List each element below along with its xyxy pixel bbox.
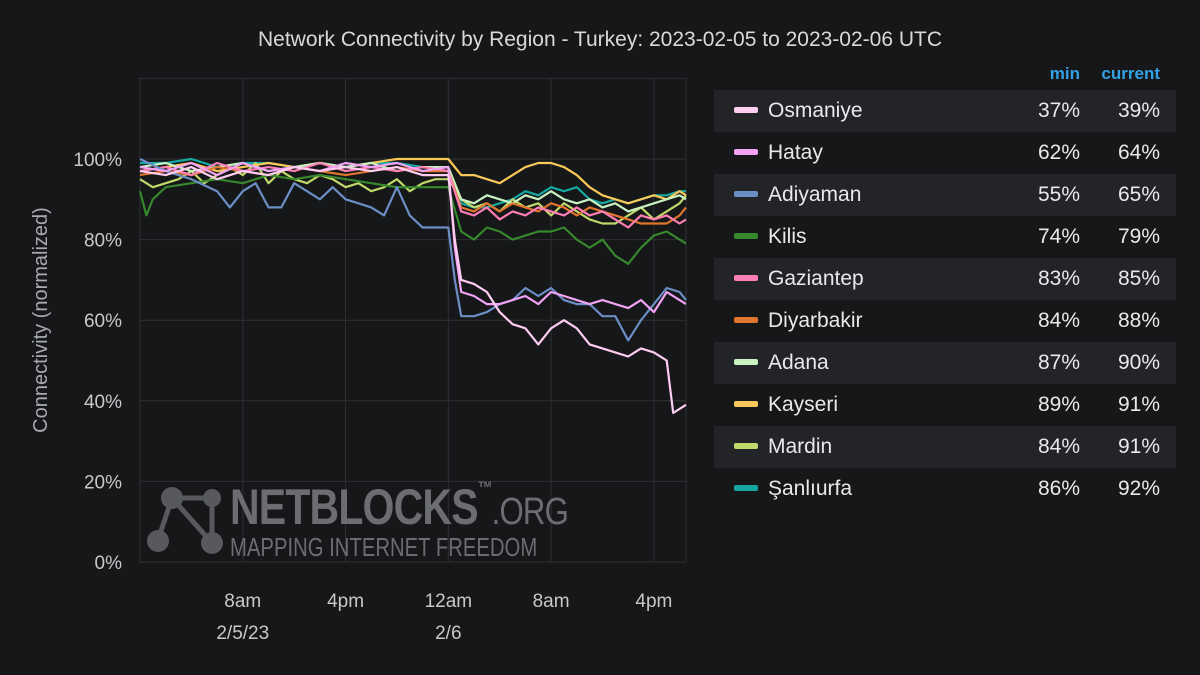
x-axis-ticks: 8am 2/5/23 4pm 12am 2/6 8am 4pm — [216, 591, 672, 644]
legend-series-name[interactable]: Adana — [768, 351, 829, 374]
min-column-header[interactable]: min — [1049, 64, 1080, 83]
legend-row[interactable]: Gaziantep 83% 85% — [714, 258, 1176, 300]
legend-row[interactable]: Mardin 84% 91% — [714, 426, 1176, 468]
legend-series-name[interactable]: Mardin — [768, 435, 833, 458]
series-line-kilis[interactable] — [138, 174, 687, 265]
legend-swatch — [734, 485, 758, 491]
series-lines — [138, 157, 687, 414]
legend-series-name[interactable]: Adiyaman — [768, 183, 862, 206]
legend-swatch — [734, 107, 758, 113]
y-axis-ticks: 0% 20% 40% 60% 80% 100% — [73, 150, 122, 574]
legend-swatch — [734, 275, 758, 281]
legend-min-value: 87% — [1037, 351, 1080, 374]
legend-table: min current Osmaniye 37% 39% Hatay 62% 64% Adi… — [714, 60, 1176, 510]
legend-swatch — [734, 443, 758, 449]
legend-series-name[interactable]: Şanlıurfa — [768, 477, 853, 500]
legend-series-name[interactable]: Osmaniye — [768, 99, 863, 122]
legend-series-name[interactable]: Gaziantep — [768, 267, 864, 290]
legend-swatch — [734, 317, 758, 323]
legend-row[interactable]: Osmaniye 37% 39% — [714, 90, 1176, 132]
legend-min-value: 84% — [1037, 435, 1080, 458]
legend-row[interactable]: Hatay 62% 64% — [714, 132, 1176, 174]
legend-row[interactable]: Kayseri 89% 91% — [714, 384, 1176, 426]
series-line-kayseri[interactable] — [139, 157, 687, 205]
legend-current-value: 39% — [1117, 99, 1160, 122]
y-axis-title: Connectivity (normalized) — [30, 207, 52, 433]
y-tick-label: 100% — [73, 150, 122, 171]
legend-swatch — [734, 191, 758, 197]
legend-current-value: 91% — [1117, 435, 1160, 458]
legend-min-value: 55% — [1037, 183, 1080, 206]
legend-min-value: 37% — [1037, 99, 1080, 122]
legend-min-value: 86% — [1037, 477, 1080, 500]
legend-row[interactable]: Diyarbakir 84% 88% — [714, 300, 1176, 342]
y-tick-label: 80% — [84, 231, 122, 252]
x-tick-sublabel: 2/6 — [435, 623, 461, 644]
legend-swatch — [734, 149, 758, 155]
x-tick-label: 8am — [224, 591, 261, 612]
watermark-brand: NETBLOCKS™.ORG — [230, 478, 569, 535]
current-column-header[interactable]: current — [1101, 64, 1160, 83]
x-tick-label: 4pm — [635, 591, 672, 612]
legend-series-name[interactable]: Kayseri — [768, 393, 839, 416]
x-tick-label: 8am — [533, 591, 570, 612]
legend-row[interactable]: Adiyaman 55% 65% — [714, 174, 1176, 216]
y-tick-label: 0% — [95, 553, 123, 574]
legend-current-value: 88% — [1117, 309, 1160, 332]
legend-row[interactable]: Şanlıurfa 86% 92% — [714, 468, 1176, 510]
legend-current-value: 79% — [1117, 225, 1160, 248]
y-tick-label: 40% — [84, 392, 122, 413]
series-line-gaziantep[interactable] — [139, 161, 687, 229]
grid — [139, 77, 687, 563]
legend-series-name[interactable]: Kilis — [768, 225, 807, 248]
legend-min-value: 83% — [1037, 267, 1080, 290]
y-tick-label: 60% — [84, 311, 122, 332]
legend-current-value: 90% — [1117, 351, 1160, 374]
legend-min-value: 62% — [1037, 141, 1080, 164]
legend-current-value: 64% — [1117, 141, 1160, 164]
legend-swatch — [734, 359, 758, 365]
netblocks-logo-icon — [147, 487, 223, 554]
series-line-osmaniye[interactable] — [139, 166, 687, 414]
series-line-hatay[interactable] — [139, 161, 687, 314]
legend-swatch — [734, 233, 758, 239]
legend-row[interactable]: Adana 87% 90% — [714, 342, 1176, 384]
legend-series-name[interactable]: Hatay — [768, 141, 823, 164]
legend-current-value: 65% — [1117, 183, 1160, 206]
legend-series-name[interactable]: Diyarbakir — [768, 309, 863, 332]
legend-current-value: 92% — [1117, 477, 1160, 500]
y-tick-label: 20% — [84, 472, 122, 493]
legend-min-value: 84% — [1037, 309, 1080, 332]
x-tick-sublabel: 2/5/23 — [216, 623, 269, 644]
legend-min-value: 74% — [1037, 225, 1080, 248]
legend-header: min current — [714, 60, 1176, 90]
chart-title: Network Connectivity by Region - Turkey:… — [258, 28, 942, 51]
legend-current-value: 85% — [1117, 267, 1160, 290]
legend-current-value: 91% — [1117, 393, 1160, 416]
x-tick-label: 12am — [425, 591, 473, 612]
legend-min-value: 89% — [1037, 393, 1080, 416]
x-tick-label: 4pm — [327, 591, 364, 612]
watermark-tagline: MAPPING INTERNET FREEDOM — [230, 532, 538, 562]
legend-swatch — [734, 401, 758, 407]
legend-row[interactable]: Kilis 74% 79% — [714, 216, 1176, 258]
series-line-adiyaman[interactable] — [139, 158, 687, 342]
